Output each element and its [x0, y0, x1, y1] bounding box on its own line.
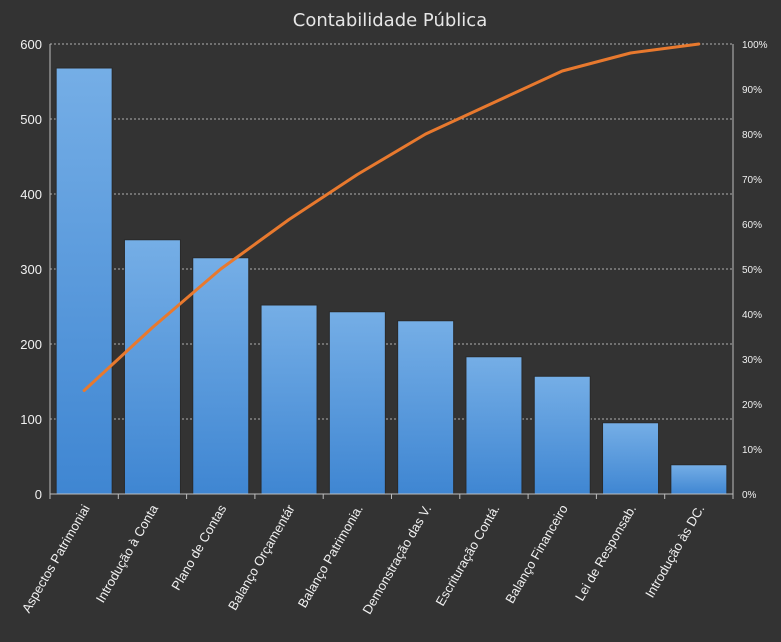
- chart-title: Contabilidade Pública: [293, 10, 487, 31]
- y-tick-label: 100: [20, 412, 42, 427]
- x-axis: Aspectos Patrimoniai Introdução à Conta Pl…: [19, 493, 734, 617]
- bar: [602, 422, 660, 495]
- category-label: Balanço Orçamentár: [225, 501, 298, 612]
- bar: [260, 304, 318, 495]
- y2-tick-label: 10%: [742, 445, 762, 456]
- y-axis-left: 0 100 200 300 400 500 600: [20, 37, 51, 502]
- y2-tick-label: 50%: [742, 265, 762, 276]
- y2-tick-label: 100%: [742, 40, 768, 51]
- y-tick-label: 300: [20, 262, 42, 277]
- bar: [397, 320, 455, 495]
- category-label: Plano de Contas: [168, 502, 229, 593]
- y2-tick-label: 60%: [742, 220, 762, 231]
- cumulative-line: [82, 42, 701, 392]
- y2-tick-label: 20%: [742, 400, 762, 411]
- category-label: Introdução às DC.: [642, 502, 707, 600]
- category-label: Demonstração das V.: [359, 502, 434, 617]
- bar-series: [55, 67, 728, 495]
- y2-tick-label: 40%: [742, 310, 762, 321]
- category-label: Balanço Financeiro: [502, 502, 571, 606]
- bar: [123, 239, 181, 495]
- bar: [670, 464, 728, 495]
- category-label: Escrituração Contá.: [432, 502, 502, 608]
- cumulative-line-series: [82, 42, 701, 392]
- bar: [533, 375, 591, 495]
- y-tick-label: 200: [20, 337, 42, 352]
- bar: [192, 257, 250, 495]
- y-tick-label: 400: [20, 187, 42, 202]
- y2-tick-label: 80%: [742, 130, 762, 141]
- y2-tick-label: 70%: [742, 175, 762, 186]
- category-label: Balanço Patrimonia.: [295, 502, 366, 610]
- y2-tick-label: 30%: [742, 355, 762, 366]
- bar: [465, 356, 523, 495]
- bar: [55, 67, 113, 495]
- y-tick-label: 600: [20, 37, 42, 52]
- category-label: Introdução à Conta: [93, 501, 162, 605]
- category-label: Lei de Responsab.: [572, 502, 639, 603]
- y-tick-label: 500: [20, 112, 42, 127]
- y-tick-label: 0: [35, 487, 42, 502]
- y-axis-right: 0% 10% 20% 30% 40% 50% 60% 70% 80% 90% 100%: [732, 40, 768, 501]
- y2-tick-label: 0%: [742, 490, 757, 501]
- y2-tick-label: 90%: [742, 85, 762, 96]
- bar: [328, 311, 386, 495]
- category-label: Aspectos Patrimoniai: [19, 502, 93, 615]
